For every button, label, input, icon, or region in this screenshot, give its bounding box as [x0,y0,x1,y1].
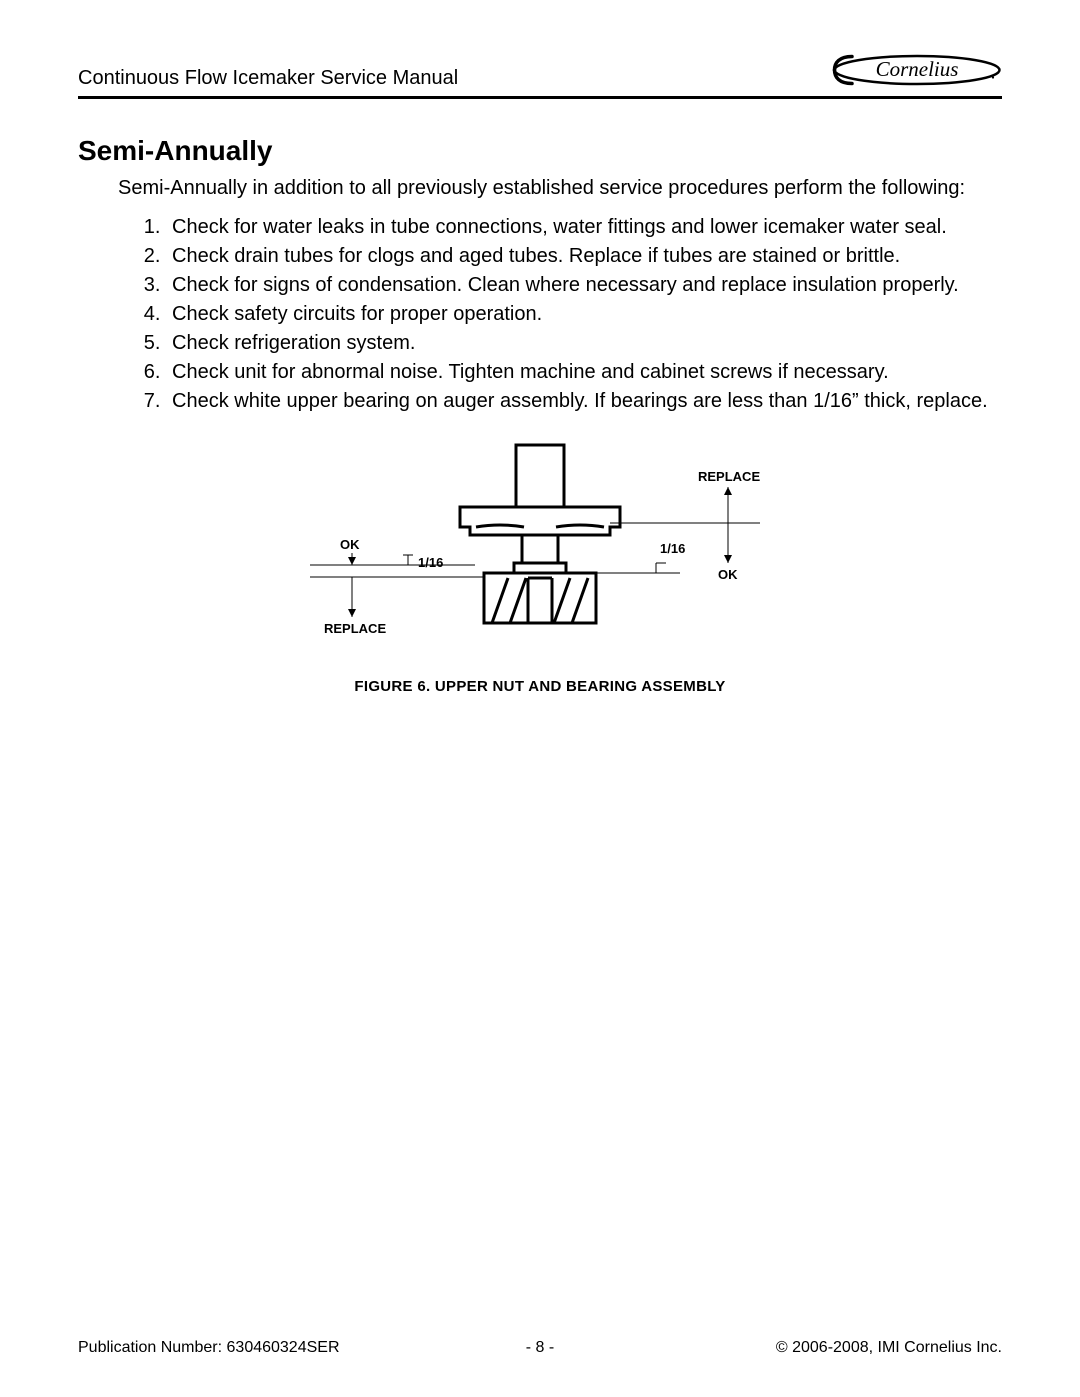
list-item: Check for signs of condensation. Clean w… [166,272,1002,299]
list-item: Check white upper bearing on auger assem… [166,388,1002,415]
label-replace: REPLACE [698,469,760,484]
steps-list: Check for water leaks in tube connection… [118,214,1002,415]
figure-caption: FIGURE 6. UPPER NUT AND BEARING ASSEMBLY [78,678,1002,695]
label-ok: OK [340,537,360,552]
label-ok: OK [718,567,738,582]
header-title: Continuous Flow Icemaker Service Manual [78,67,458,90]
header-rule [78,96,1002,99]
label-replace: REPLACE [324,621,386,636]
label-measurement: 1/16 [418,555,443,570]
list-item: Check refrigeration system. [166,330,1002,357]
list-item: Check drain tubes for clogs and aged tub… [166,243,1002,270]
list-item: Check safety circuits for proper operati… [166,301,1002,328]
cornelius-logo-icon: Cornelius [832,50,1002,90]
label-measurement: 1/16 [660,541,685,556]
section-intro: Semi-Annually in addition to all previou… [118,175,1002,202]
bearing-assembly-diagram-icon: OK 1/16 REPLACE REPLACE 1/16 OK [300,437,780,667]
figure-wrap: OK 1/16 REPLACE REPLACE 1/16 OK FIGURE 6… [78,437,1002,695]
list-item: Check for water leaks in tube connection… [166,214,1002,241]
page-footer: Publication Number: 630460324SER - 8 - ©… [78,1339,1002,1357]
section-heading: Semi-Annually [78,135,1002,167]
svg-text:Cornelius: Cornelius [876,57,959,81]
footer-page-number: - 8 - [78,1339,1002,1357]
page-header: Continuous Flow Icemaker Service Manual … [78,50,1002,96]
list-item: Check unit for abnormal noise. Tighten m… [166,359,1002,386]
document-page: Continuous Flow Icemaker Service Manual … [0,0,1080,1397]
